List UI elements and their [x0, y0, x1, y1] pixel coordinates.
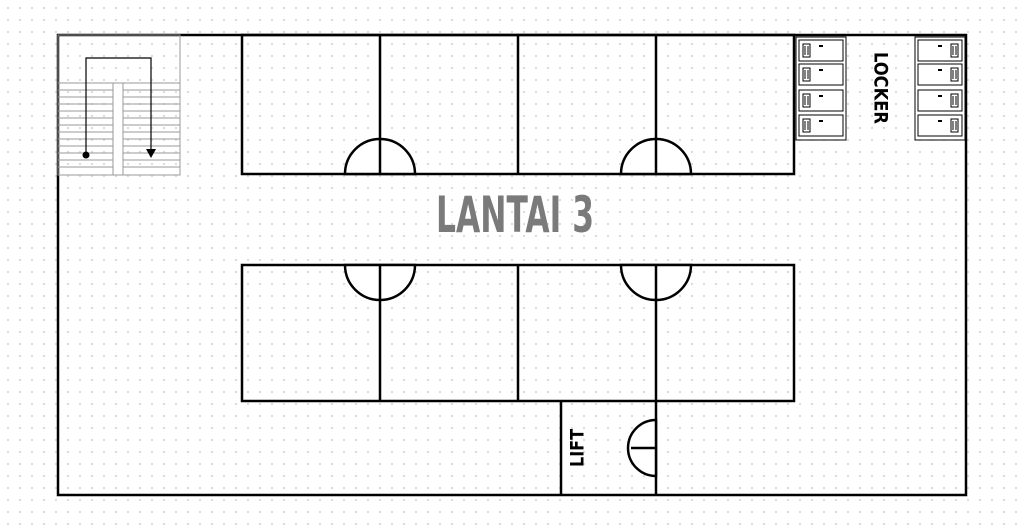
locker-label: LOCKER	[870, 52, 892, 124]
floor-title: LANTAI 3	[436, 186, 594, 244]
lift-label: LIFT	[567, 429, 589, 467]
locker-icon	[795, 36, 847, 141]
door-swing-icon	[619, 137, 693, 176]
door-swing-icon	[619, 263, 693, 302]
staircase-icon	[57, 34, 181, 176]
rooms-bottom-row	[240, 263, 796, 403]
rooms-top-row	[240, 33, 796, 176]
door-swing-icon	[626, 418, 658, 478]
locker-icon	[914, 36, 966, 141]
door-swing-icon	[343, 137, 417, 176]
door-swing-icon	[343, 263, 417, 302]
